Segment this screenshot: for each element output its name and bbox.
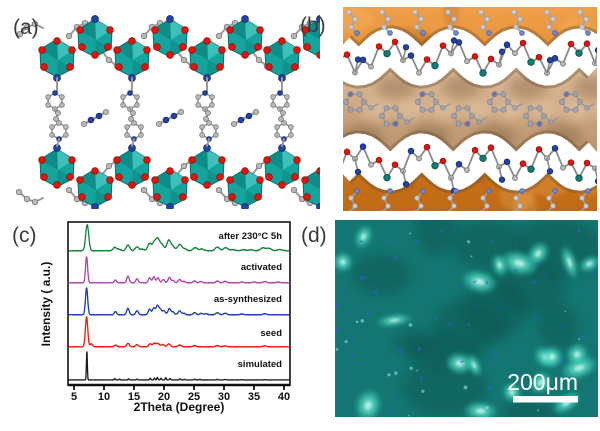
panel-a-label: (a) <box>13 16 39 39</box>
x-tick-20: 20 <box>158 391 170 403</box>
scale-bar-label: 200μm <box>507 369 578 395</box>
panel-b-surface-packing <box>343 7 597 211</box>
trace-label-activated: activated <box>241 262 282 273</box>
x-tick-30: 30 <box>218 391 230 403</box>
panel-d-micrograph: 200μm <box>335 220 598 417</box>
chart-plot-area <box>67 221 291 386</box>
scale-bar <box>513 396 578 403</box>
panel-b-label: (b) <box>300 14 326 37</box>
trace-label-as-synthesized: as-synthesized <box>214 294 282 305</box>
micrograph-texture <box>335 220 598 417</box>
x-axis-label: 2Theta (Degree) <box>134 400 225 414</box>
panel-a-crystal-structure <box>15 15 320 209</box>
trace-label-seed: seed <box>260 328 282 339</box>
trace-label-after-230C-5h: after 230°C 5h <box>219 231 283 242</box>
x-tick-10: 10 <box>98 391 110 403</box>
x-tick-25: 25 <box>188 391 200 403</box>
panel-c-label: (c) <box>12 224 37 247</box>
x-tick-35: 35 <box>248 391 260 403</box>
x-tick-15: 15 <box>128 391 140 403</box>
panel-c-pxrd-chart: 5 10 15 20 25 30 35 40 2Theta (Degree) I… <box>39 221 291 414</box>
chart-traces <box>67 224 291 390</box>
trace-label-simulated: simulated <box>238 359 283 370</box>
panel-d-label: (d) <box>301 224 327 247</box>
x-tick-40: 40 <box>278 391 290 403</box>
x-tick-5: 5 <box>71 391 77 403</box>
y-axis-label: Intensity ( a.u.) <box>39 262 53 347</box>
